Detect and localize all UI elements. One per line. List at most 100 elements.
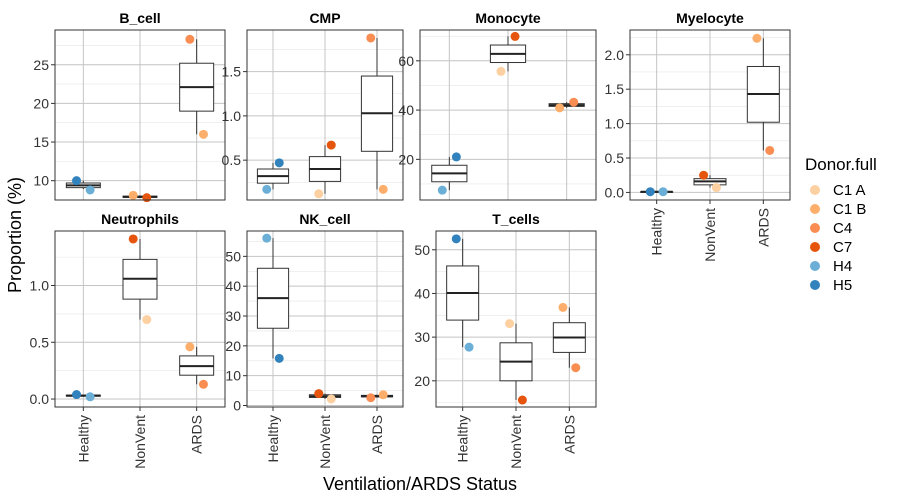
y-tick-label: 40 [414, 285, 430, 301]
point-c4 [185, 34, 195, 44]
y-tick-label: 40 [398, 102, 414, 118]
y-tick-label: 0.5 [222, 152, 242, 168]
box-ards [552, 307, 586, 368]
y-tick-label: 20 [414, 373, 430, 389]
x-tick-label: Healthy [265, 415, 281, 462]
panel-border [54, 29, 226, 201]
x-tick-label: Healthy [455, 415, 471, 462]
legend-entry: H4 [810, 258, 852, 275]
x-tick-label: NonVent [702, 208, 718, 262]
y-tick-label: 0.0 [30, 391, 50, 407]
panel-title: T_cells [492, 211, 540, 227]
y-tick-label: 40 [225, 278, 241, 294]
y-tick-label: 15 [33, 134, 49, 150]
point-c7 [510, 31, 520, 41]
box-healthy [65, 394, 101, 397]
legend-label: C4 [833, 220, 852, 237]
point-h5 [72, 176, 82, 186]
point-h4 [85, 185, 95, 195]
y-tick-label: 0.0 [605, 184, 625, 200]
y-tick-label: 2.0 [605, 47, 625, 63]
y-tick-label: 20 [398, 151, 414, 167]
point-c1-b [558, 302, 568, 312]
legend-entry: H5 [810, 277, 852, 294]
box-healthy [446, 238, 480, 348]
box-ards [548, 102, 585, 108]
y-tick-label: 20 [33, 95, 49, 111]
point-c7 [699, 170, 709, 180]
point-c1-b [378, 390, 388, 400]
box-nonvent [693, 175, 727, 188]
point-c1-b [378, 184, 388, 194]
box-ards [360, 394, 394, 398]
panel-title: B_cell [119, 10, 160, 26]
panel-b_cell: 10 15 20 25 B_cell [33, 10, 226, 203]
legend-title: Donor.full [805, 155, 877, 174]
box-nonvent [308, 145, 342, 194]
legend-swatch [810, 261, 820, 271]
box-ards [360, 37, 394, 190]
point-c7 [326, 140, 336, 150]
point-h5 [72, 390, 82, 400]
box-healthy [431, 156, 468, 191]
panel-t_cells: 20 30 40 50 T_cells Healthy NonVent ARDS [414, 211, 597, 469]
y-tick-label: 1.0 [30, 278, 50, 294]
x-axis-title: Ventilation/ARDS Status [323, 474, 517, 494]
point-c7 [517, 395, 527, 405]
x-tick-label: NonVent [508, 415, 524, 469]
box-nonvent [122, 195, 158, 198]
panel-border [246, 29, 404, 201]
box-nonvent [499, 323, 533, 401]
point-h5 [274, 158, 284, 168]
point-c1-b [555, 103, 565, 113]
point-c1-b [128, 190, 138, 200]
legend-swatch [810, 204, 820, 214]
x-tick-label: ARDS [755, 208, 771, 247]
y-tick-label: 20 [225, 338, 241, 354]
y-tick-label: 30 [414, 329, 430, 345]
point-h4 [262, 233, 272, 243]
panel-cmp: 0.5 1.0 1.5 CMP [222, 10, 404, 201]
y-tick-label: 60 [398, 53, 414, 69]
panels-group: 10 15 20 25 B_cell 0.5 1.0 1.5 CMP 20 40 60 Monocyte… [30, 10, 791, 469]
y-tick-label: 50 [414, 242, 430, 258]
y-tick-label: 10 [33, 173, 49, 189]
point-h5 [645, 187, 655, 197]
x-tick-label: NonVent [317, 415, 333, 469]
point-c1-b [198, 129, 208, 139]
point-c4 [198, 379, 208, 389]
box-nonvent [122, 238, 158, 320]
point-c7 [142, 193, 152, 203]
legend-label: C1 A [833, 182, 866, 199]
point-c1-b [185, 342, 195, 352]
x-tick-label: ARDS [189, 415, 205, 454]
y-tick-label: 10 [225, 368, 241, 384]
box-ards [746, 38, 780, 151]
box-nonvent [489, 36, 527, 72]
panel-title: Monocyte [475, 10, 541, 26]
panel-neutrophils: 0.0 0.5 1.0 Neutrophils Healthy NonVent ARDS [30, 211, 226, 469]
panel-border [419, 29, 597, 201]
legend-entry: C4 [810, 220, 852, 237]
y-tick-label: 1.5 [605, 81, 625, 97]
panel-title: Myelocyte [676, 10, 744, 26]
point-c4 [366, 393, 376, 403]
y-tick-label: 0.5 [30, 334, 50, 350]
point-c1-a [711, 183, 721, 193]
panel-monocyte: 20 40 60 Monocyte [398, 10, 597, 201]
point-h4 [262, 184, 272, 194]
legend: Donor.full C1 A C1 B C4 C7 H4 H5 [805, 155, 877, 294]
box-healthy [256, 238, 290, 359]
point-c1-a [142, 315, 152, 325]
point-c1-b [752, 33, 762, 43]
point-c4 [366, 33, 376, 43]
legend-label: C1 B [833, 201, 866, 218]
panel-title: NK_cell [299, 211, 350, 227]
legend-label: C7 [833, 239, 852, 256]
box-ards [179, 346, 215, 385]
x-tick-label: ARDS [561, 415, 577, 454]
x-tick-label: NonVent [132, 415, 148, 469]
point-c1-a [505, 319, 515, 329]
point-h4 [658, 187, 668, 197]
point-c7 [314, 389, 324, 399]
